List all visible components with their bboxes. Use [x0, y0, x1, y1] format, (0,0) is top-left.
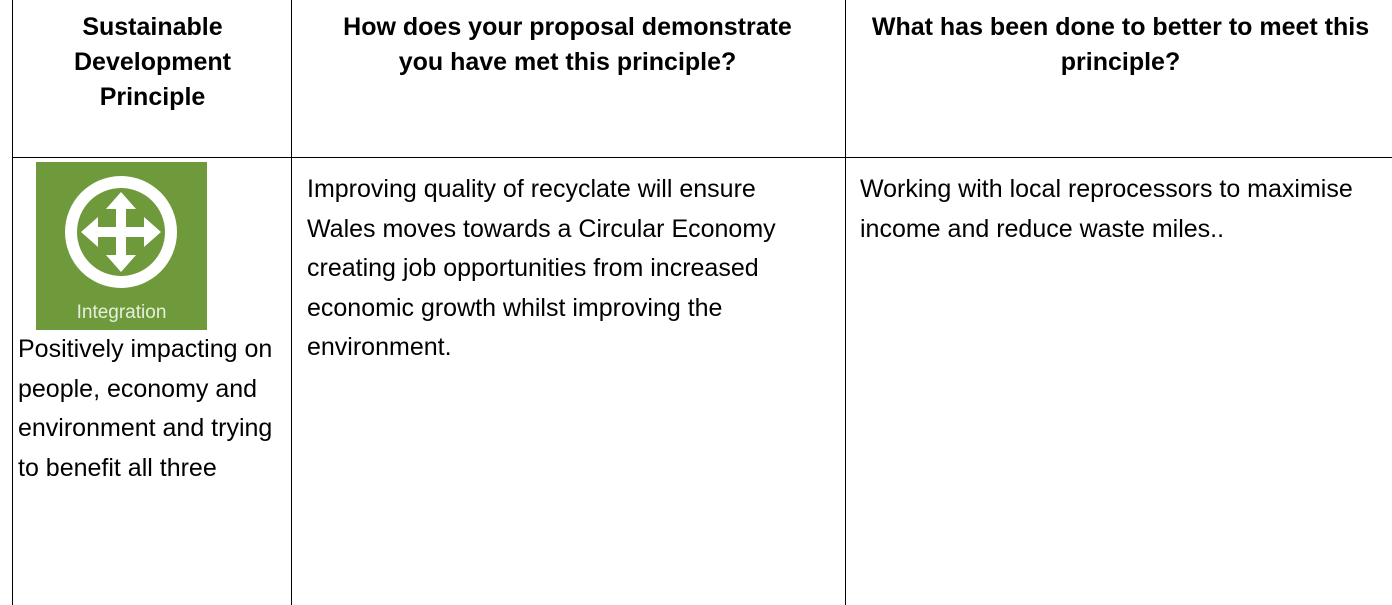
column-header: How does your proposal demonstrate you h…	[343, 13, 792, 76]
border	[845, 0, 846, 605]
column-header: What has been done to better to meet thi…	[871, 13, 1370, 76]
table-cell: Improving quality of recyclate will ensu…	[307, 175, 776, 361]
border	[12, 0, 13, 605]
icon-graphic	[65, 176, 177, 288]
border	[12, 157, 1392, 158]
icon-label: Integration	[76, 302, 167, 323]
column-header: Sustainable Development Principle	[74, 13, 231, 111]
table-cell: Positively impacting on people, economy …	[18, 335, 273, 482]
integration-icon: Integration	[36, 162, 207, 330]
table-cell: Working with local reprocessors to maxim…	[860, 175, 1353, 243]
border	[291, 0, 292, 605]
